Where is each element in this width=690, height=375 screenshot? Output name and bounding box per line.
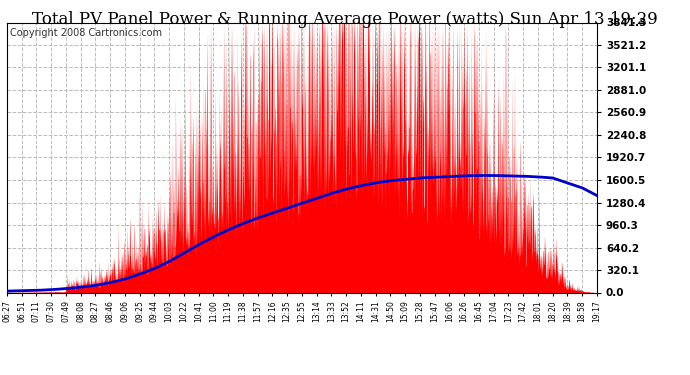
Text: Total PV Panel Power & Running Average Power (watts) Sun Apr 13 19:29: Total PV Panel Power & Running Average P…	[32, 11, 658, 28]
Text: Copyright 2008 Cartronics.com: Copyright 2008 Cartronics.com	[10, 28, 162, 38]
